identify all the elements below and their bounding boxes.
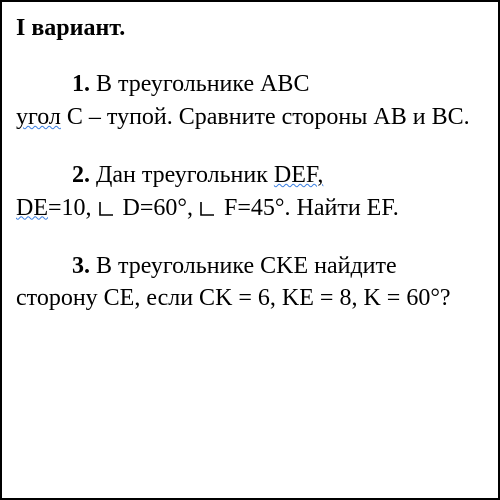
problem-3: 3. В треугольнике CKE найдите сторону CE… <box>16 250 484 315</box>
problem-2-mid: =10, <box>48 195 98 221</box>
problem-1-number: 1. <box>72 71 90 97</box>
problem-1-wavy: угол <box>16 104 61 130</box>
problem-2-angle-d: D=60°, <box>117 195 199 221</box>
problem-2-wavy-de: DE <box>16 195 48 221</box>
problem-2-pre: Дан треугольник <box>90 162 274 188</box>
problem-1-text-post: C – тупой. Сравните стороны AB и BC. <box>61 104 470 130</box>
angle-icon <box>98 194 115 226</box>
problem-2-angle-f: F=45°. Найти EF. <box>218 195 399 221</box>
problem-1: 1. В треугольнике ABC угол C – тупой. Ср… <box>16 68 484 133</box>
problem-1-text-pre: В треугольнике ABC <box>90 71 309 97</box>
problem-2: 2. Дан треугольник DEF, DE=10, D=60°, F=4… <box>16 159 484 224</box>
problem-3-number: 3. <box>72 253 90 279</box>
angle-icon <box>199 194 216 226</box>
problem-2-wavy-def: DEF, <box>274 162 323 188</box>
page-container: I вариант. 1. В треугольнике ABC угол C … <box>0 0 500 500</box>
problem-2-number: 2. <box>72 162 90 188</box>
variant-title: I вариант. <box>16 12 484 44</box>
